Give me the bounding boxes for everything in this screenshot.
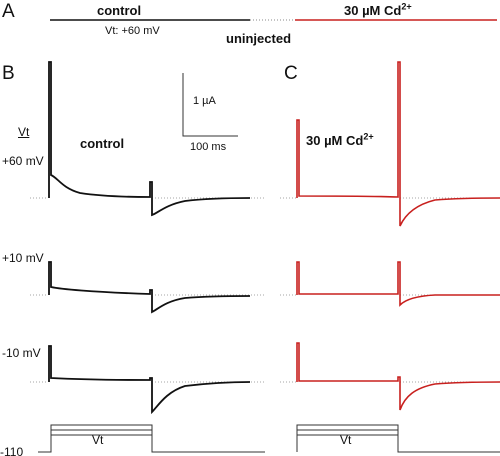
vt-heading: Vt	[18, 125, 30, 139]
label-plus60: +60 mV	[2, 154, 44, 168]
scale-time-label: 100 ms	[190, 141, 227, 153]
column-cd-superscript: 2+	[363, 131, 374, 142]
header-cd-superscript: 2+	[401, 1, 412, 12]
control-trace-plus60	[30, 61, 265, 217]
column-cd-text: 30 µM Cd	[306, 133, 364, 148]
protocol-left	[38, 424, 265, 453]
holding-potential-label: -110	[0, 445, 24, 456]
column-cd-label: 30 µM Cd2+	[306, 131, 374, 148]
vt-note: Vt: +60 mV	[105, 25, 160, 37]
panel-label-b: B	[2, 63, 15, 84]
scale-current-label: 1 µA	[193, 95, 216, 107]
control-trace-minus10	[30, 345, 265, 415]
panel-label-a: A	[2, 1, 15, 22]
protocol-right	[296, 424, 500, 453]
header-cd-text: 30 µM Cd	[344, 3, 402, 18]
label-minus10: -10 mV	[2, 346, 41, 360]
control-trace-plus10	[30, 261, 265, 314]
protocol-step-label-left: Vt	[92, 433, 104, 447]
label-plus10: +10 mV	[2, 251, 44, 265]
header-cd-label: 30 µM Cd2+	[344, 1, 412, 18]
scale-bar	[182, 73, 238, 137]
cd-trace-minus10	[280, 342, 500, 411]
uninjected-label: uninjected	[226, 31, 292, 46]
panel-label-c: C	[284, 63, 298, 84]
cd-trace-plus10	[280, 261, 500, 307]
protocol-step-label-right: Vt	[340, 433, 352, 447]
cd-trace-plus60	[280, 61, 500, 227]
column-control-label: control	[80, 136, 125, 151]
header-control-label: control	[97, 3, 142, 18]
